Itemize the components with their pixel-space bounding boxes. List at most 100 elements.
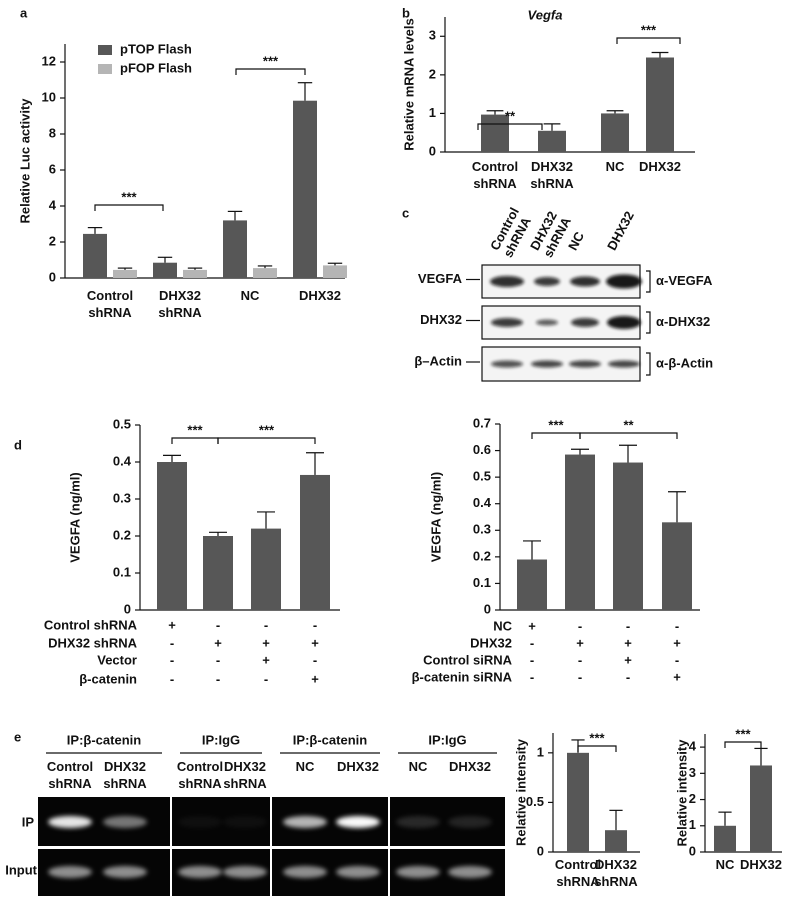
- y-tick-label: 2: [49, 233, 56, 248]
- gel-band: [283, 816, 327, 828]
- x-tick-label: DHX32 shRNA: [530, 159, 574, 191]
- condition-mark: +: [311, 671, 319, 686]
- y-axis-label: Relative Luc activity: [17, 98, 32, 224]
- significance-label: ***: [589, 730, 605, 745]
- bar: [605, 830, 627, 852]
- label-line: shRNA: [178, 776, 222, 791]
- gel-band: [448, 866, 492, 878]
- gel-lane-label: Control shRNA: [47, 759, 93, 791]
- significance-bracket: [235, 68, 306, 75]
- label-line: shRNA: [103, 776, 147, 791]
- blot-band: [607, 316, 641, 329]
- bar: [223, 220, 247, 278]
- error-bar: [157, 256, 173, 263]
- gel-band: [103, 866, 147, 878]
- y-tick-label: 0: [124, 601, 131, 616]
- condition-mark: +: [168, 617, 176, 632]
- condition-label: Control siRNA: [423, 652, 512, 667]
- label-line: DHX32: [604, 209, 637, 253]
- condition-mark: -: [530, 669, 534, 684]
- label-line: DHX32: [224, 759, 266, 774]
- significance-bracket: [477, 123, 543, 130]
- gel-band: [48, 816, 92, 828]
- gel-band: [223, 816, 267, 828]
- x-tick-label: Control shRNA: [555, 857, 601, 889]
- y-tick-label: 8: [49, 125, 56, 140]
- y-axis-label: Relative intensity: [674, 739, 689, 847]
- label-line: Control: [47, 759, 93, 774]
- label-line: DHX32: [299, 288, 341, 303]
- antibody-bracket: [646, 270, 651, 293]
- significance-label: ***: [187, 422, 203, 437]
- significance-label: ***: [641, 22, 657, 37]
- bar: [567, 752, 589, 852]
- panel-letter: c: [402, 205, 409, 220]
- legend-swatch: [98, 64, 112, 74]
- label-line: Control: [177, 759, 223, 774]
- significance-bracket: [724, 741, 762, 748]
- label-line: DHX32: [639, 159, 681, 174]
- significance-bracket: [217, 437, 316, 444]
- bar: [83, 233, 107, 278]
- condition-mark: -: [216, 652, 220, 667]
- error-bar: [117, 267, 133, 270]
- gel-lane-label: NC: [409, 759, 428, 774]
- y-tick-label: 0.3: [473, 522, 491, 537]
- blot-band: [536, 319, 558, 326]
- significance-bracket: [94, 204, 164, 211]
- panel-letter: b: [402, 5, 410, 20]
- error-bar: [257, 265, 273, 269]
- gel-band: [396, 816, 440, 828]
- gel-group-title: IP:IgG: [428, 732, 466, 747]
- y-tick-label: 0.4: [113, 453, 132, 468]
- panel-letter: d: [14, 437, 22, 452]
- bar: [293, 100, 317, 278]
- error-bar: [227, 210, 243, 221]
- condition-mark: +: [311, 635, 319, 650]
- bar: [646, 57, 674, 152]
- label-line: shRNA: [158, 305, 202, 320]
- condition-mark: -: [578, 618, 582, 633]
- condition-label: DHX32: [470, 635, 512, 650]
- significance-label: ***: [548, 417, 564, 432]
- y-tick-label: 10: [42, 89, 56, 104]
- x-tick-label: NC: [716, 857, 735, 872]
- x-tick-label: DHX32 shRNA: [158, 288, 202, 320]
- error-bar: [668, 491, 686, 523]
- label-line: shRNA: [473, 176, 517, 191]
- bar: [157, 462, 187, 610]
- x-tick-label: DHX32: [639, 159, 681, 174]
- lane-label: NC: [565, 229, 587, 253]
- error-bar: [754, 747, 768, 766]
- blot-band: [531, 360, 563, 368]
- y-tick-label: 0: [429, 143, 436, 158]
- legend-swatch: [98, 45, 112, 55]
- condition-mark: -: [578, 669, 582, 684]
- condition-label: Vector: [97, 652, 137, 667]
- error-bar: [187, 267, 203, 270]
- error-bar: [543, 123, 561, 131]
- error-bar: [257, 511, 275, 529]
- blot-row-label: DHX32: [420, 312, 462, 327]
- label-line: NC: [716, 857, 735, 872]
- label-line: DHX32: [159, 288, 201, 303]
- lane-label: ControlshRNA: [487, 205, 535, 260]
- gel-band: [223, 866, 267, 878]
- error-bar: [619, 444, 637, 463]
- error-bar: [718, 811, 732, 826]
- y-tick-label: 0.1: [113, 564, 131, 579]
- bar: [153, 262, 177, 278]
- label-line: NC: [409, 759, 428, 774]
- error-bar: [306, 452, 324, 475]
- y-tick-label: 0: [49, 269, 56, 284]
- blot-band: [491, 318, 523, 327]
- gel-band: [283, 866, 327, 878]
- significance-label: ***: [259, 422, 275, 437]
- condition-label: β-catenin siRNA: [412, 669, 513, 684]
- bar: [251, 528, 281, 610]
- condition-mark: -: [216, 671, 220, 686]
- condition-mark: -: [530, 652, 534, 667]
- gel-band: [448, 816, 492, 828]
- y-axis-label: Relative mRNA levels: [401, 18, 416, 150]
- x-tick-label: Control shRNA: [472, 159, 518, 191]
